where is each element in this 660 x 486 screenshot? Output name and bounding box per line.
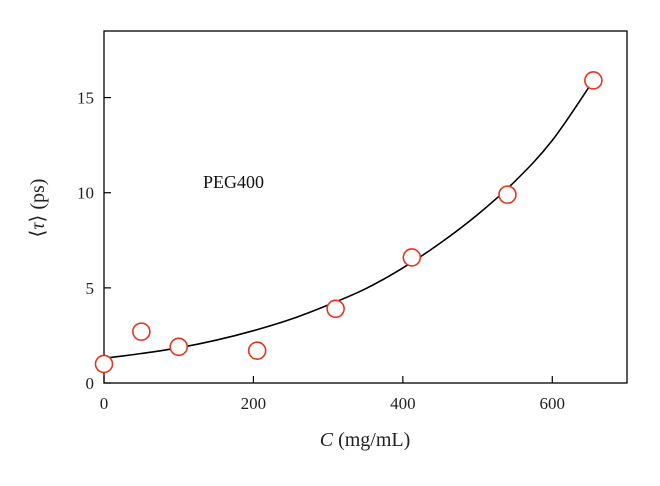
data-point xyxy=(94,354,114,374)
y-axis-title: ⟨τ⟩ (ps) xyxy=(27,179,49,238)
data-point xyxy=(169,337,189,357)
data-point xyxy=(247,341,267,360)
data-points xyxy=(94,71,603,374)
fit-curve xyxy=(103,80,595,360)
x-axis-symbol: C xyxy=(320,429,334,451)
x-axis-unit: (mg/mL) xyxy=(333,429,410,451)
x-tick-label-600: 600 xyxy=(540,394,566,413)
x-tick-label-0: 0 xyxy=(100,394,109,413)
y-axis-unit: (ps) xyxy=(27,179,49,215)
data-point xyxy=(498,185,517,204)
y-tick-label-0: 0 xyxy=(86,374,95,393)
annotation-peg400: PEG400 xyxy=(203,172,264,192)
y-tick-label-5: 5 xyxy=(86,279,95,298)
y-axis-symbol: τ xyxy=(27,222,49,230)
x-tick-label-200: 200 xyxy=(241,394,267,413)
plot-frame xyxy=(103,30,628,384)
axis-ticks xyxy=(103,96,553,384)
data-point xyxy=(402,248,422,267)
tick-labels: 0 200 400 600 0 5 10 15 xyxy=(77,89,565,413)
y-axis-open-bracket: ⟨ xyxy=(27,230,49,238)
data-point xyxy=(326,299,345,319)
y-tick-label-15: 15 xyxy=(77,89,94,108)
data-point xyxy=(584,71,603,90)
x-axis-title: C (mg/mL) xyxy=(320,429,411,451)
y-axis-close-bracket: ⟩ xyxy=(27,215,49,223)
y-tick-label-10: 10 xyxy=(77,184,94,203)
data-point xyxy=(132,322,151,341)
x-tick-label-400: 400 xyxy=(390,394,416,413)
